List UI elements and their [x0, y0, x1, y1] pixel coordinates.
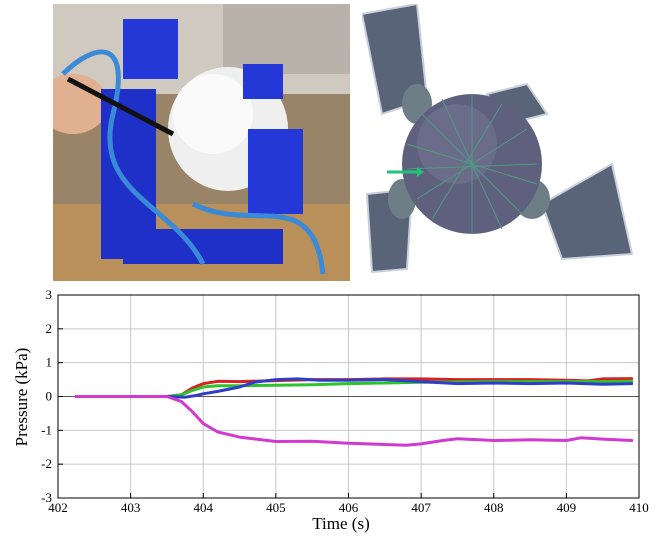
x-tick-label: 405 [266, 500, 286, 515]
y-tick-label: -3 [41, 490, 52, 505]
x-tick-label: 409 [557, 500, 577, 515]
y-tick-label: 1 [46, 355, 53, 370]
x-tick-label: 406 [339, 500, 359, 515]
pressure-chart: 402 403 404 405 406 407 408 409 410 -3 -2 -1 0 1 2 3 Ti… [0, 285, 659, 535]
x-tick-label: 404 [194, 500, 214, 515]
y-tick-label: -1 [41, 422, 52, 437]
x-tick-label: 407 [411, 500, 431, 515]
y-tick-label: -2 [41, 456, 52, 471]
simulation-render-icon [362, 4, 656, 281]
robot-photo [53, 4, 350, 281]
simulation-render [362, 4, 656, 281]
y-tick-label: 3 [46, 287, 53, 302]
pressure-chart-svg: 402 403 404 405 406 407 408 409 410 -3 -2 -1 0 1 2 3 Ti… [12, 287, 649, 533]
robot-photo-icon [53, 4, 350, 281]
y-tick-label: 2 [46, 321, 53, 336]
x-axis-label: Time (s) [312, 514, 369, 533]
x-tick-label: 408 [484, 500, 504, 515]
series-line-3 [74, 395, 634, 447]
series-line-1 [74, 379, 634, 398]
series-line-2 [74, 377, 634, 399]
x-tick-label: 402 [48, 500, 68, 515]
y-axis-label: Pressure (kPa) [12, 348, 31, 447]
x-tick-label: 410 [629, 500, 649, 515]
x-tick-label: 403 [121, 500, 141, 515]
y-tick-label: 0 [46, 389, 53, 404]
